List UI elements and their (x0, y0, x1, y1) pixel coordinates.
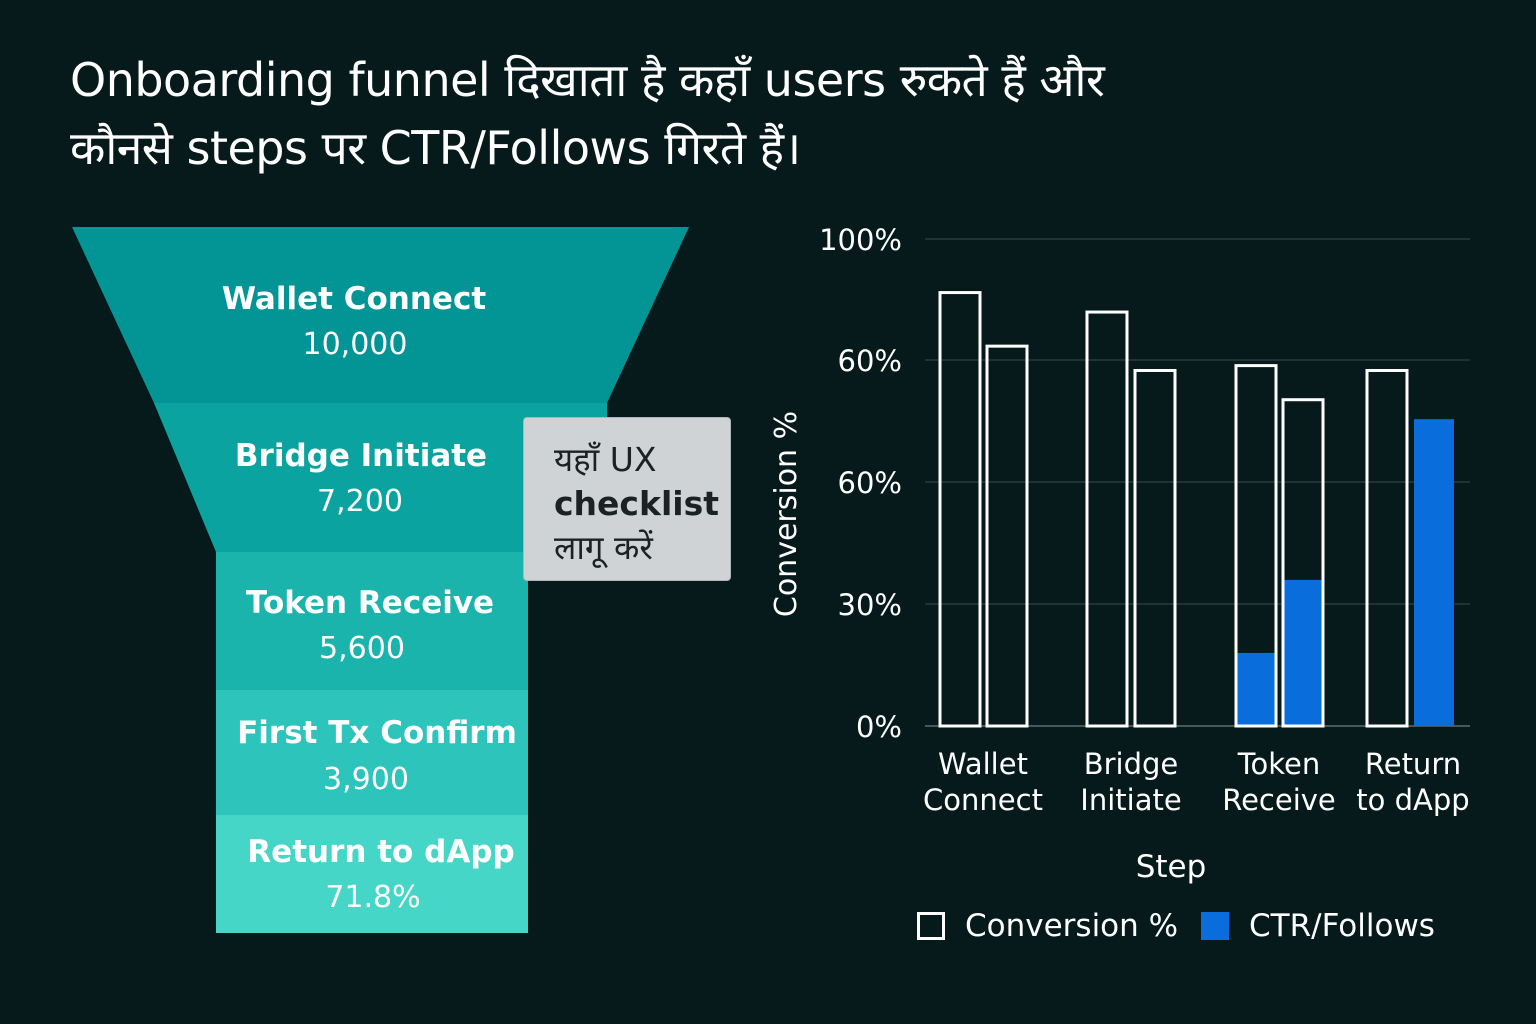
y-axis-ticks: 0% 30% 60% 60% 100% (819, 223, 902, 744)
x-tick-label: Token Receive (1222, 747, 1336, 817)
conversion-bar (1281, 398, 1325, 728)
funnel-stage-name: Return to dApp (247, 834, 514, 870)
page-title: Onboarding funnel दिखाता है कहाँ users र… (70, 46, 1370, 182)
conversion-bar (985, 344, 1029, 728)
funnel-stage-value: 7,200 (317, 484, 403, 519)
funnel-stage-name: Token Receive (246, 585, 494, 621)
funnel-stage-name: Wallet Connect (222, 281, 486, 317)
callout-line-3: लागू करें (554, 528, 653, 567)
funnel-stage-bridge-initiate (154, 403, 607, 552)
title-line-2: कौनसे steps पर CTR/Follows गिरते हैं। (70, 121, 801, 175)
y-tick-label: 100% (819, 223, 902, 257)
funnel-stage-first-tx-confirm (216, 690, 528, 815)
funnel-stage-token-receive (216, 552, 528, 690)
title-line-1: Onboarding funnel दिखाता है कहाँ users र… (70, 53, 1105, 107)
conversion-bar (1133, 368, 1177, 728)
funnel-stage-value: 3,900 (323, 762, 409, 797)
conversion-bar (1085, 310, 1129, 728)
conversion-bar (1234, 364, 1278, 728)
y-axis-label: Conversion % (769, 411, 804, 617)
onboarding-funnel: Wallet Connect 10,000 Bridge Initiate 7,… (72, 227, 689, 933)
x-tick-label: Wallet Connect (923, 747, 1043, 817)
y-tick-label: 60% (838, 466, 902, 500)
funnel-stage-value: 10,000 (303, 327, 408, 362)
ctr-fill-bar (1283, 579, 1323, 726)
ctr-fill-bar (1236, 652, 1276, 726)
y-tick-label: 0% (856, 710, 902, 744)
legend-item-conversion: Conversion % (917, 906, 1178, 946)
callout-line-2: checklist (554, 484, 719, 523)
legend-swatch-conversion (917, 912, 945, 940)
x-tick-label: Return to dApp (1356, 747, 1469, 817)
funnel-stage-name: Bridge Initiate (235, 438, 487, 474)
callout-line-1: यहाँ UX (554, 440, 657, 479)
chart-bars (938, 291, 1454, 728)
conversion-bar (1365, 368, 1409, 728)
ux-checklist-callout: यहाँ UX checklist लागू करें (523, 417, 731, 581)
legend-label-conversion: Conversion % (965, 908, 1179, 944)
x-axis-label: Step (1136, 849, 1207, 885)
funnel-stage-return-to-dapp (216, 815, 528, 933)
x-axis-ticks: Wallet Connect Bridge Initiate Token Receive R… (923, 747, 1470, 817)
legend-swatch-ctr (1201, 912, 1229, 940)
legend-label-ctr: CTR/Follows (1249, 908, 1435, 944)
legend-item-ctr: CTR/Follows (1201, 906, 1435, 946)
conversion-bar (938, 291, 982, 728)
y-tick-label: 30% (838, 588, 902, 622)
funnel-stage-wallet-connect (72, 227, 689, 403)
y-tick-label: 60% (838, 344, 902, 378)
funnel-stage-value: 71.8% (325, 880, 420, 915)
funnel-stage-value: 5,600 (319, 631, 405, 666)
funnel-stage-name: First Tx Confirm (237, 715, 517, 751)
ctr-bar (1414, 419, 1454, 726)
x-tick-label: Bridge Initiate (1080, 747, 1181, 817)
chart-grid (925, 238, 1470, 727)
